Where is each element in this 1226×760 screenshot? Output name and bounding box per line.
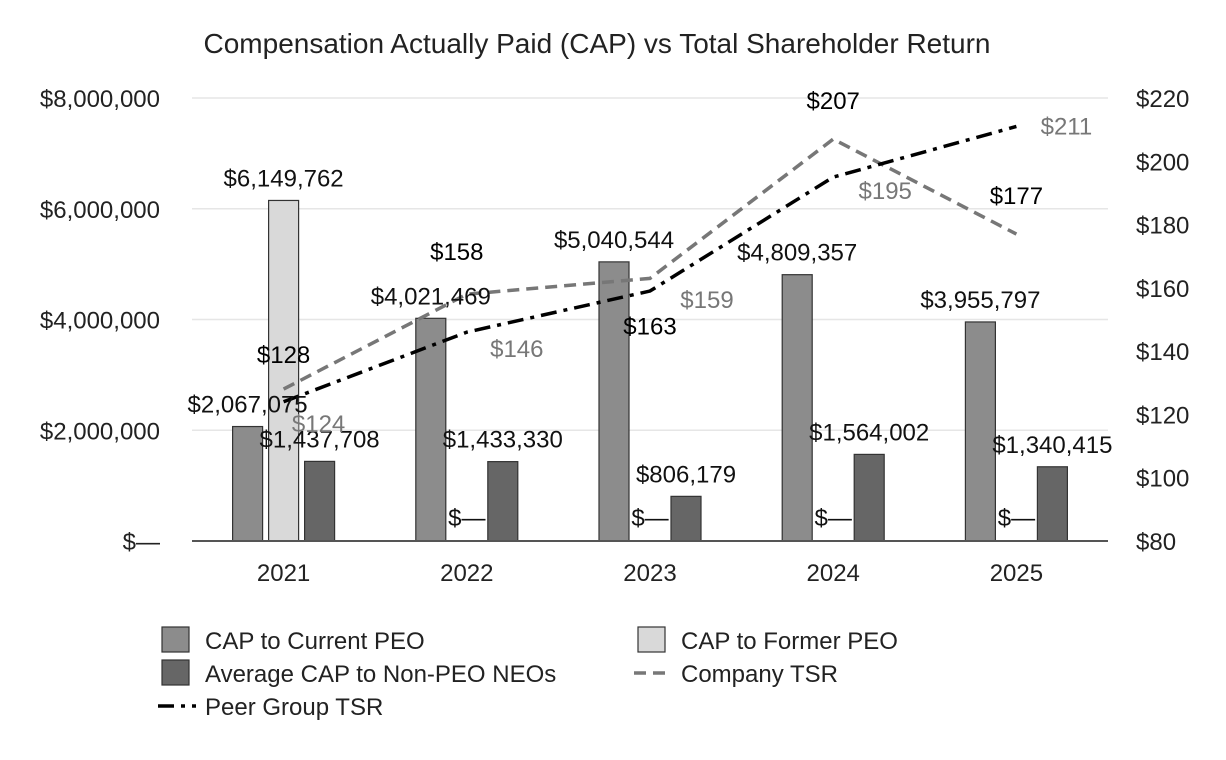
bar-data-label: $1,564,002 (809, 419, 929, 446)
left-axis: $— $2,000,000 $4,000,000 $6,000,000 $8,000,0… (40, 86, 160, 556)
legend-swatch (161, 626, 190, 653)
bar-data-label: $— (631, 505, 668, 532)
bar-cap-to-current-peo (598, 261, 630, 542)
right-tick-label: $220 (1136, 86, 1189, 113)
line-data-label: $211 (1041, 113, 1093, 140)
bar-data-label: $6,149,762 (224, 165, 344, 192)
right-tick-label: $160 (1136, 276, 1189, 303)
bar-cap-to-current-peo (964, 321, 997, 542)
legend-label: CAP to Former PEO (681, 628, 898, 655)
legend-swatch (637, 626, 666, 653)
bar-data-label: $4,809,357 (737, 240, 857, 267)
bar-data-label: $806,179 (636, 461, 736, 488)
x-axis: 2021 2022 2023 2024 2025 (192, 540, 1108, 587)
right-tick-label: $120 (1136, 402, 1189, 429)
bar-cap-to-current-peo (415, 317, 447, 542)
x-tick-label: 2025 (990, 560, 1043, 587)
bar-data-label: $— (998, 505, 1035, 532)
bar-data-label: $3,955,797 (920, 287, 1040, 314)
x-tick-label: 2021 (257, 560, 310, 587)
legend-label: Average CAP to Non-PEO NEOs (205, 661, 556, 688)
left-tick-label: $6,000,000 (40, 197, 160, 224)
bar-data-label: $— (448, 505, 485, 532)
line-data-label: $146 (490, 336, 543, 363)
bar-data-label: $4,021,469 (371, 283, 491, 310)
left-tick-label: $2,000,000 (40, 418, 160, 445)
bar-average-cap-to-non-peo-neos (487, 461, 519, 542)
chart-title: Compensation Actually Paid (CAP) vs Tota… (204, 28, 991, 59)
bar-data-label: $5,040,544 (554, 227, 674, 254)
bar-cap-to-former-peo (268, 199, 300, 542)
bar-data-label: $1,433,330 (443, 427, 563, 454)
legend-label: Company TSR (681, 661, 838, 688)
line-company-tsr (282, 137, 1018, 391)
line-data-label: $207 (807, 88, 860, 115)
line-data-label: $158 (430, 239, 483, 266)
x-tick-label: 2023 (623, 560, 676, 587)
left-tick-label: $8,000,000 (40, 86, 160, 113)
bar-data-label: $— (815, 505, 852, 532)
right-tick-label: $100 (1136, 466, 1189, 493)
right-tick-label: $200 (1136, 149, 1189, 176)
legend: CAP to Current PEO CAP to Former PEO Avera… (158, 626, 898, 721)
left-tick-label: $— (123, 529, 160, 556)
line-data-label: $195 (859, 178, 912, 205)
bar-average-cap-to-non-peo-neos (670, 495, 702, 542)
bar-average-cap-to-non-peo-neos (1036, 466, 1069, 542)
line-data-label: $124 (292, 411, 345, 438)
data-labels: $2,067,075 $4,021,469 $5,040,544 $4,809,357… (188, 88, 1113, 532)
x-tick-label: 2022 (440, 560, 493, 587)
lines (282, 124, 1018, 404)
bar-data-label: $2,067,075 (188, 392, 308, 419)
line-peer-group-tsr (282, 124, 1017, 404)
bar-cap-to-current-peo (232, 425, 264, 542)
line-data-label: $128 (257, 342, 310, 369)
left-tick-label: $4,000,000 (40, 308, 160, 335)
right-tick-label: $180 (1136, 213, 1189, 240)
legend-label: Peer Group TSR (205, 694, 383, 721)
bar-average-cap-to-non-peo-neos (853, 453, 885, 542)
bar-average-cap-to-non-peo-neos (304, 460, 336, 542)
line-data-label: $159 (680, 287, 733, 314)
gridlines (192, 97, 1108, 431)
x-tick-label: 2024 (807, 560, 860, 587)
legend-label: CAP to Current PEO (205, 628, 425, 655)
right-axis: $80 $100 $120 $140 $160 $180 $200 $220 (1136, 86, 1189, 556)
line-data-label: $177 (990, 183, 1043, 210)
bar-data-label: $1,437,708 (260, 426, 380, 453)
bar-cap-to-current-peo (781, 274, 813, 542)
line-data-label: $163 (623, 313, 676, 340)
bar-data-label: $1,340,415 (992, 432, 1112, 459)
right-tick-label: $140 (1136, 339, 1189, 366)
legend-swatch (161, 659, 190, 686)
right-tick-label: $80 (1136, 529, 1176, 556)
